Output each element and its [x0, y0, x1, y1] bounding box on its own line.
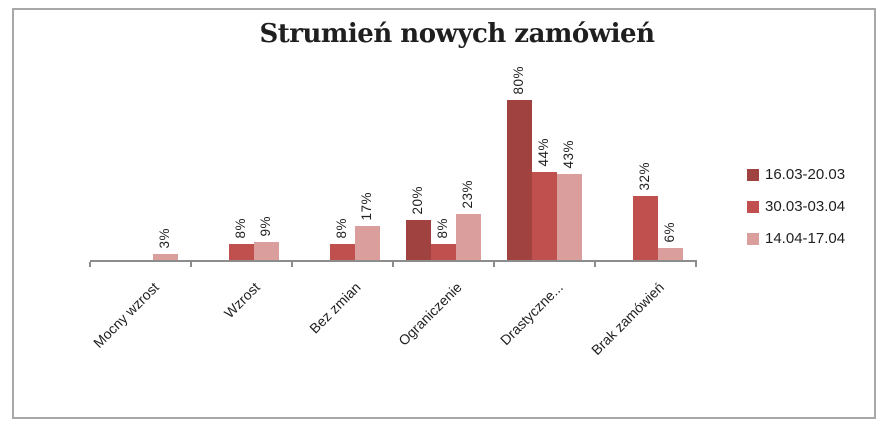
- bar-value-label: 20%: [410, 186, 425, 215]
- bar-value-label: 43%: [561, 140, 576, 169]
- bar: [153, 254, 178, 260]
- axis-tick: [493, 262, 495, 267]
- axis-tick: [594, 262, 596, 267]
- bar-value-label: 3%: [157, 228, 172, 249]
- legend-item: 16.03-20.03: [747, 166, 845, 183]
- bar: [658, 248, 683, 260]
- x-axis-label: Mocny wzrost: [89, 279, 162, 351]
- legend: 16.03-20.03 30.03-03.04 14.04-17.04: [747, 166, 845, 262]
- bar: [532, 172, 557, 260]
- bar: [456, 214, 481, 260]
- legend-item: 30.03-03.04: [747, 198, 845, 215]
- bar: [406, 220, 431, 260]
- chart-title: Strumień nowych zamówień: [259, 19, 655, 49]
- bar-value-label: 9%: [258, 216, 273, 237]
- bar-value-label: 8%: [435, 218, 450, 239]
- axis-tick: [392, 262, 394, 267]
- chart-frame: Strumień nowych zamówień 20% 80% 8% 8% 8% 44%…: [12, 8, 876, 419]
- bar: [557, 174, 582, 260]
- axis-tick: [89, 262, 91, 267]
- bar-value-label: 8%: [334, 218, 349, 239]
- legend-item-label: 14.04-17.04: [765, 230, 846, 247]
- x-axis-label: Ograniczenie: [395, 279, 465, 349]
- x-axis-label: Wzrost: [220, 279, 263, 322]
- bar-value-label: 80%: [511, 66, 526, 95]
- x-axis-label: Bez zmian: [306, 279, 364, 337]
- bar: [254, 242, 279, 260]
- x-axis-label: Drastyczne...: [496, 279, 566, 349]
- axis-tick: [190, 262, 192, 267]
- axis-tick: [291, 262, 293, 267]
- legend-item: 14.04-17.04: [747, 230, 845, 247]
- bar: [355, 226, 380, 260]
- legend-marker-icon: [747, 168, 759, 181]
- x-axis-label: Brak zamówień: [587, 279, 667, 358]
- bar: [229, 244, 254, 260]
- bar-value-label: 17%: [359, 192, 374, 221]
- bar-value-label: 32%: [637, 162, 652, 191]
- bar: [507, 100, 532, 260]
- legend-marker-icon: [747, 232, 759, 245]
- bar-value-label: 23%: [460, 180, 475, 209]
- bar: [431, 244, 456, 260]
- bar-value-label: 8%: [233, 218, 248, 239]
- bar: [330, 244, 355, 260]
- plot-area: 20% 80% 8% 8% 8% 44% 32% 3% 9% 17% 23% 43% 6% Mocny w…: [89, 50, 697, 358]
- legend-marker-icon: [747, 200, 759, 213]
- axis-tick: [695, 262, 697, 267]
- legend-item-label: 16.03-20.03: [765, 166, 846, 183]
- legend-item-label: 30.03-03.04: [765, 198, 846, 215]
- bar-value-label: 44%: [536, 138, 551, 167]
- bar-value-label: 6%: [662, 222, 677, 243]
- bar: [633, 196, 658, 260]
